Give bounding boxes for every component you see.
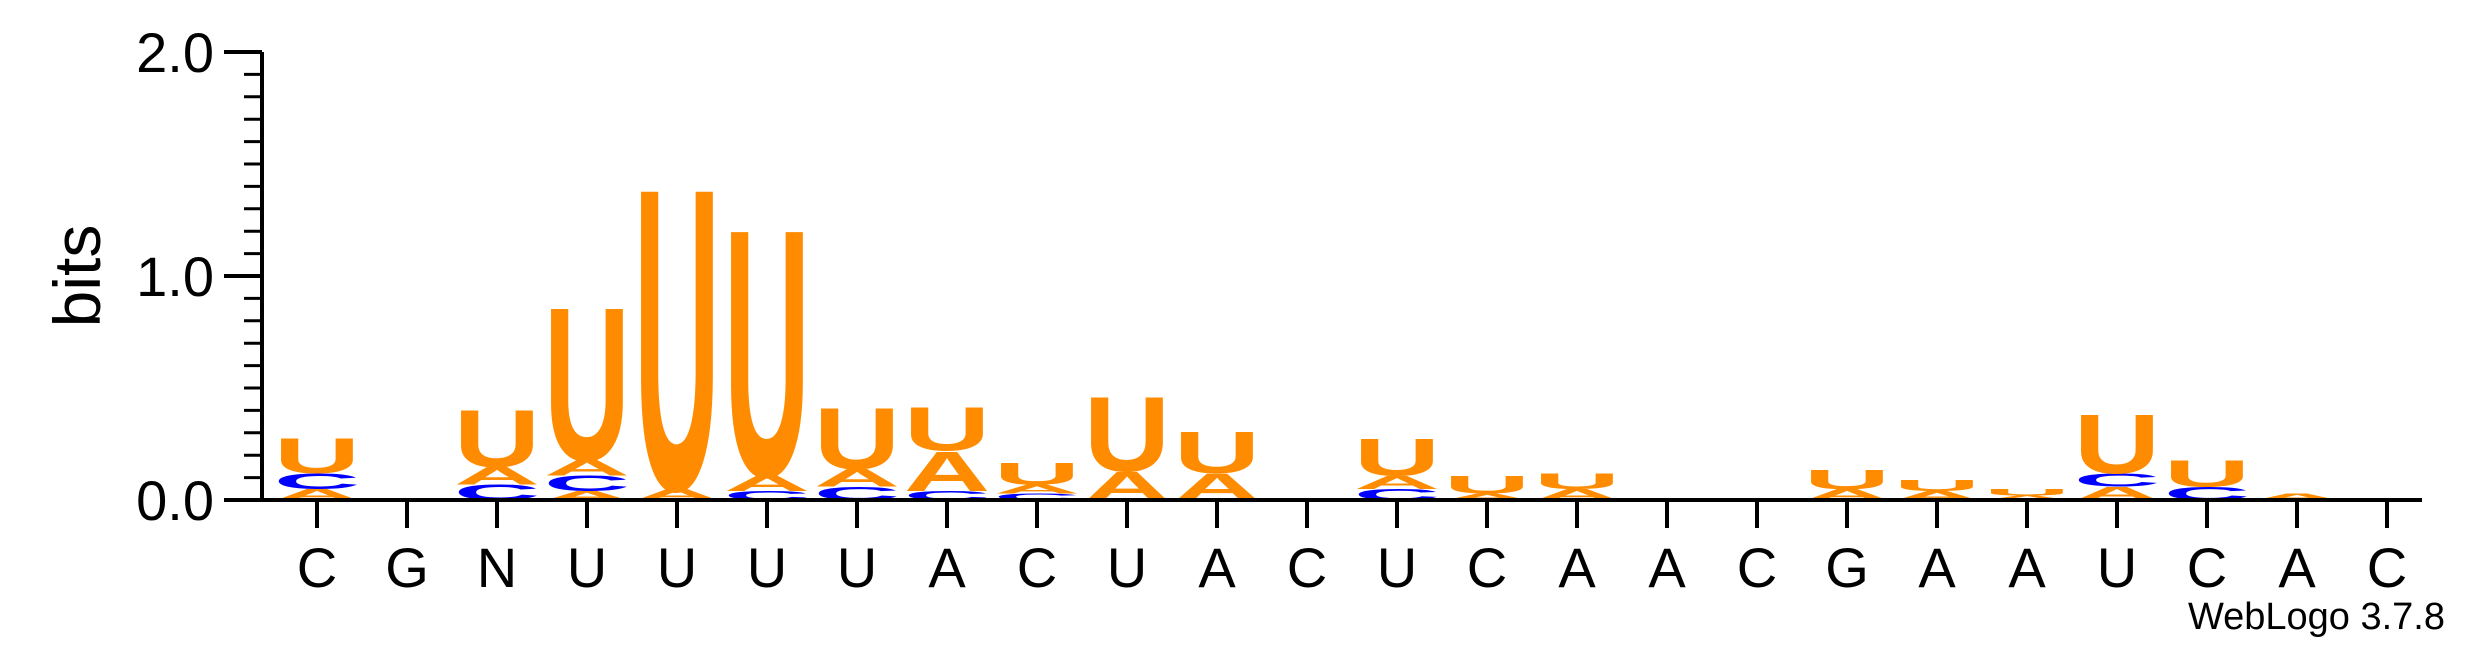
x-tick-label: A — [2008, 536, 2046, 599]
logo-letter-a: A — [544, 456, 630, 480]
x-tick-label: U — [657, 536, 697, 599]
logo-letter-a: A — [1354, 472, 1440, 493]
logo-letter-c: C — [2074, 470, 2160, 491]
x-tick-label: U — [837, 536, 877, 599]
y-axis-ticks: 0.0 1.0 2.0 — [136, 21, 262, 532]
x-tick-label: C — [1737, 536, 1777, 599]
x-tick-label: C — [1017, 536, 1057, 599]
x-tick-label: A — [1558, 536, 1596, 599]
x-tick-label: C — [2187, 536, 2227, 599]
logo-letter-u: U — [1084, 375, 1170, 494]
logo-letter-u: U — [1804, 463, 1890, 494]
logo-letter-c: C — [274, 469, 360, 493]
logo-letter-a: A — [814, 464, 900, 492]
logo-letter-u: U — [904, 395, 990, 465]
logo-letter-a: A — [904, 440, 990, 503]
logo-letter-u: U — [2164, 453, 2250, 495]
x-tick-label: C — [1467, 536, 1507, 599]
logo-letter-u: U — [814, 390, 900, 488]
logo-letter-c: C — [994, 491, 1080, 502]
logo-letter-u: U — [1894, 477, 1980, 494]
logo-letter-a: A — [1444, 491, 1530, 502]
logo-letter-u: U — [1444, 471, 1530, 499]
x-tick-label: U — [567, 536, 607, 599]
y-tick-label: 1.0 — [136, 245, 214, 308]
x-tick-label: C — [297, 536, 337, 599]
logo-letter-a: A — [1984, 494, 2070, 501]
logo-letter-c: C — [544, 471, 630, 495]
y-tick-label: 2.0 — [136, 21, 214, 84]
logo-letter-u: U — [1984, 487, 2070, 498]
x-tick-label: U — [1107, 536, 1147, 599]
y-tick-label: 0.0 — [136, 469, 214, 532]
x-tick-label: A — [928, 536, 966, 599]
x-tick-label: A — [2278, 536, 2316, 599]
logo-letter-a: A — [454, 462, 540, 490]
x-tick-label: A — [1198, 536, 1236, 599]
x-tick-label: C — [2367, 536, 2407, 599]
logo-letter-u: U — [1174, 420, 1260, 486]
x-tick-label: U — [1377, 536, 1417, 599]
x-tick-label: A — [1918, 536, 1956, 599]
logo-letter-u: U — [544, 262, 630, 507]
x-tick-label: G — [385, 536, 429, 599]
logo-letter-u: U — [994, 456, 1080, 491]
logo-letter-u: U — [724, 155, 810, 550]
y-axis-label: bits — [40, 225, 114, 328]
x-tick-label: A — [1648, 536, 1686, 599]
x-tick-label: G — [1825, 536, 1869, 599]
logo-letter-a: A — [724, 471, 810, 495]
logo-letter-u: U — [274, 428, 360, 484]
logo-letter-u: U — [1354, 427, 1440, 487]
weblogo-version-label: WebLogo 3.7.8 — [2187, 596, 2445, 638]
logo-letter-u: U — [454, 392, 540, 484]
x-tick-label: N — [477, 536, 517, 599]
logo-letter-a: A — [2254, 491, 2340, 502]
logo-letter-u: U — [2074, 396, 2160, 491]
logo-letter-u: U — [1534, 469, 1620, 493]
x-tick-label: U — [2097, 536, 2137, 599]
logo-letter-a: A — [994, 482, 1080, 496]
x-tick-label: U — [747, 536, 787, 599]
x-tick-label: C — [1287, 536, 1327, 599]
